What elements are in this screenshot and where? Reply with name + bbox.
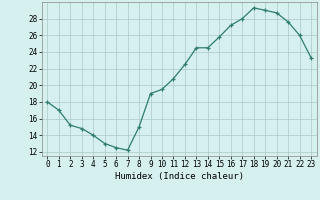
X-axis label: Humidex (Indice chaleur): Humidex (Indice chaleur) — [115, 172, 244, 181]
